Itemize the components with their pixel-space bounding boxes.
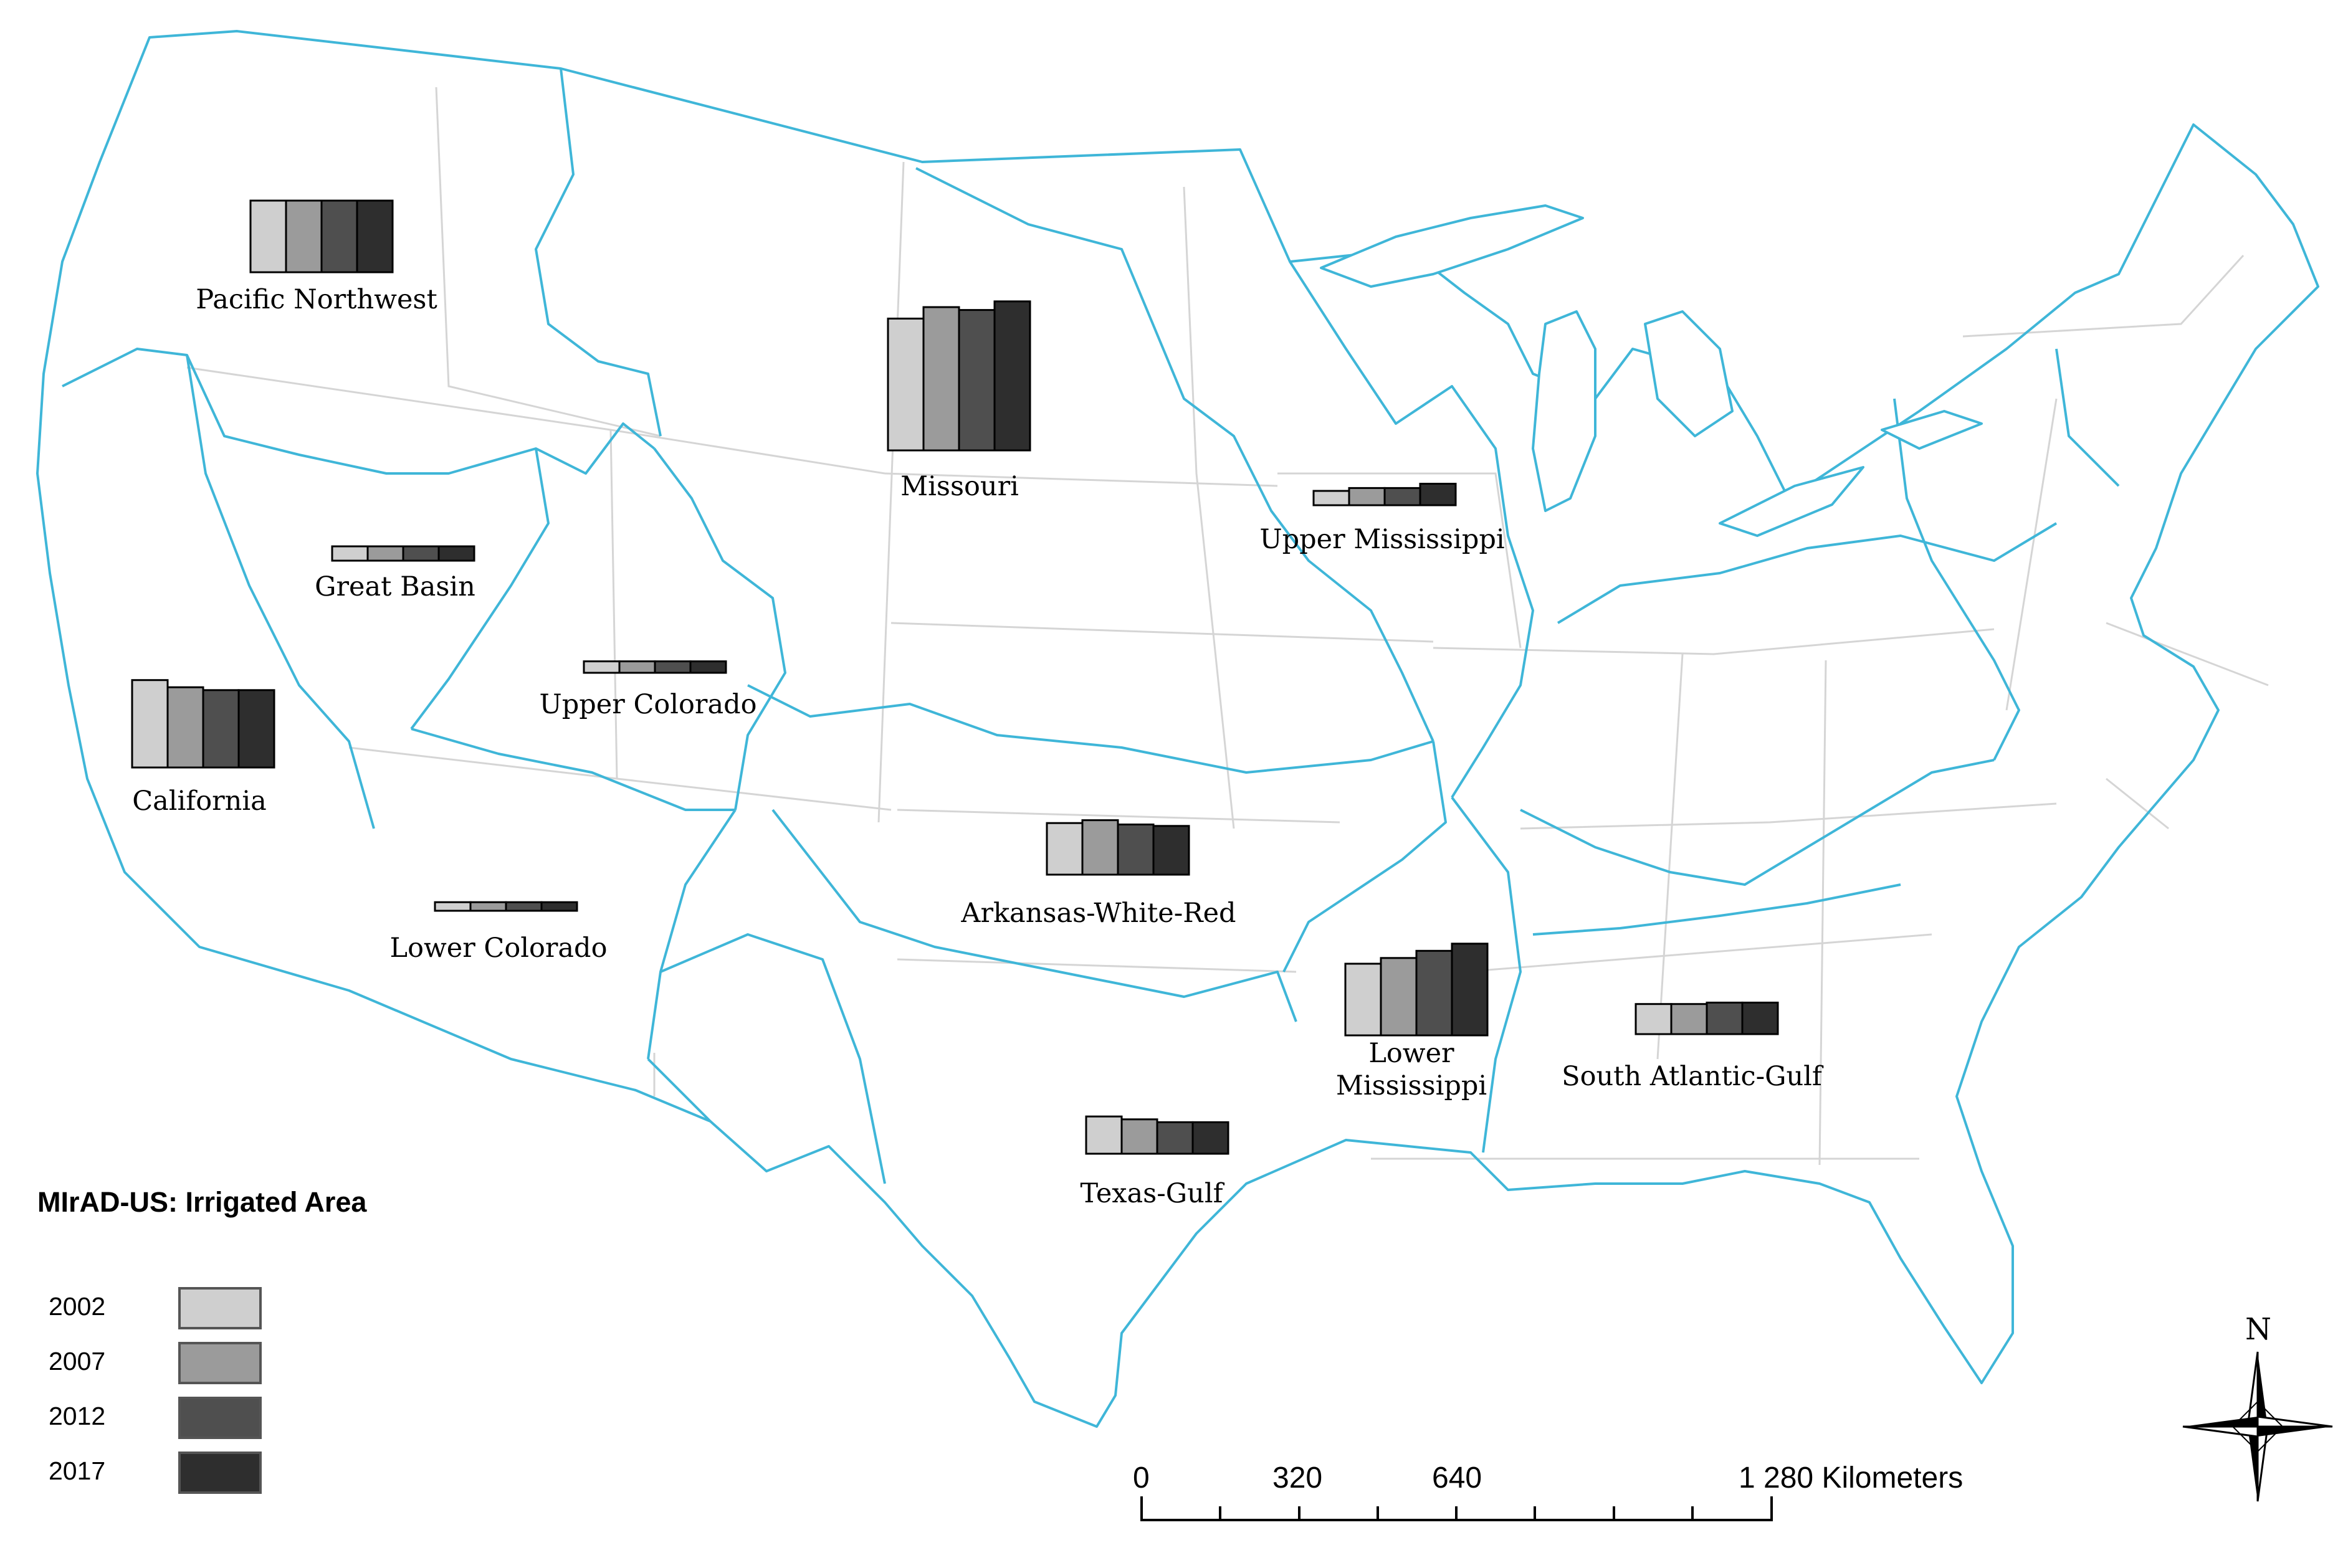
region-label: Great Basin bbox=[315, 571, 475, 602]
region-label: Texas-Gulf bbox=[1081, 1178, 1225, 1209]
region-label: Missouri bbox=[900, 471, 1019, 502]
region-chart-arkansas-white-red: Arkansas-White-Red bbox=[960, 819, 1236, 929]
region-label: Arkansas-White-Red bbox=[960, 898, 1236, 929]
scale-bar: 0 320 640 1 280 Kilometers bbox=[1133, 1461, 1963, 1521]
legend: MIrAD-US: Irrigated Area 2002 2007 2012 201… bbox=[37, 1186, 367, 1494]
bar-2017 bbox=[356, 199, 394, 273]
bar-2007 bbox=[285, 199, 323, 273]
region-label: South Atlantic-Gulf bbox=[1562, 1061, 1824, 1092]
bar-2002 bbox=[583, 660, 621, 674]
legend-swatch-2007 bbox=[178, 1342, 262, 1384]
region-chart-upper-colorado: Upper Colorado bbox=[540, 660, 757, 720]
bar-2012 bbox=[654, 660, 692, 674]
bar-2012 bbox=[505, 901, 543, 912]
bar-2002 bbox=[887, 317, 925, 452]
region-chart-texas-gulf: Texas-Gulf bbox=[1081, 1115, 1229, 1209]
bar-2002 bbox=[434, 901, 472, 912]
bar-2017 bbox=[1741, 1001, 1779, 1035]
bar-2002 bbox=[1344, 962, 1382, 1037]
bar-2017 bbox=[540, 901, 578, 912]
bar-2012 bbox=[202, 689, 240, 769]
bar-2012 bbox=[1383, 487, 1421, 506]
conus-outline bbox=[36, 30, 2319, 1428]
bar-2007 bbox=[366, 545, 404, 562]
region-chart-lower-colorado: Lower Colorado bbox=[390, 901, 608, 964]
legend-year-2012: 2012 bbox=[49, 1402, 105, 1430]
bar-2012 bbox=[1156, 1121, 1194, 1155]
bar-2007 bbox=[922, 306, 960, 452]
bar-2017 bbox=[1419, 483, 1457, 506]
region-chart-missouri: Missouri bbox=[887, 300, 1031, 502]
bar-2002 bbox=[331, 545, 369, 562]
scale-label-640: 640 bbox=[1432, 1461, 1482, 1494]
scale-label-1280: 1 280 Kilometers bbox=[1739, 1461, 1963, 1494]
legend-swatch-2012 bbox=[178, 1397, 262, 1439]
region-chart-california: California bbox=[131, 679, 275, 817]
bar-2012 bbox=[958, 309, 996, 452]
bar-2017 bbox=[993, 300, 1031, 452]
legend-items: 2002 2007 2012 2017 bbox=[49, 1287, 262, 1494]
region-label: Pacific Northwest bbox=[196, 284, 437, 315]
region-chart-pacific-northwest: Pacific Northwest bbox=[196, 199, 437, 315]
legend-swatch-2017 bbox=[178, 1452, 262, 1494]
bar-2007 bbox=[1380, 957, 1418, 1037]
bar-2017 bbox=[437, 545, 475, 562]
compass-rose-icon bbox=[2182, 1351, 2333, 1502]
bar-2012 bbox=[1415, 949, 1453, 1037]
lake-huron bbox=[1644, 310, 1734, 437]
bar-2017 bbox=[1152, 825, 1190, 876]
bar-2002 bbox=[131, 679, 169, 769]
region-chart-great-basin: Great Basin bbox=[315, 545, 475, 602]
region-chart-south-atlantic-gulf: South Atlantic-Gulf bbox=[1562, 1001, 1824, 1092]
region-label: California bbox=[132, 786, 266, 817]
bar-2012 bbox=[320, 199, 358, 273]
north-arrow: N bbox=[2182, 1312, 2333, 1502]
legend-year-2002: 2002 bbox=[49, 1292, 105, 1321]
legend-year-2017: 2017 bbox=[49, 1456, 105, 1485]
lake-ontario bbox=[1881, 410, 1983, 450]
bar-2002 bbox=[1635, 1003, 1673, 1035]
bar-2007 bbox=[1120, 1118, 1158, 1155]
bar-2002 bbox=[249, 199, 287, 273]
legend-year-2007: 2007 bbox=[49, 1347, 105, 1376]
bar-2002 bbox=[1312, 490, 1350, 506]
bar-2017 bbox=[1191, 1121, 1229, 1155]
bar-2002 bbox=[1046, 822, 1084, 876]
state-boundaries bbox=[186, 87, 2269, 1166]
lake-superior bbox=[1320, 204, 1584, 288]
lake-michigan bbox=[1532, 310, 1596, 512]
region-label: Lower Colorado bbox=[390, 933, 608, 964]
bar-2007 bbox=[166, 686, 204, 769]
bar-2012 bbox=[1706, 1001, 1744, 1035]
bar-2007 bbox=[1081, 819, 1119, 876]
bar-2007 bbox=[1670, 1003, 1708, 1035]
region-bar-charts: Pacific Northwest Missouri Great Basin Uppe… bbox=[131, 199, 1824, 1209]
lake-erie bbox=[1719, 466, 1864, 537]
bar-2007 bbox=[469, 901, 507, 912]
region-label: Lower Mississippi bbox=[1336, 1038, 1487, 1101]
north-label: N bbox=[2245, 1312, 2271, 1347]
bar-2012 bbox=[1117, 824, 1155, 876]
legend-swatch-2002 bbox=[178, 1287, 262, 1329]
bar-2007 bbox=[1348, 487, 1386, 506]
region-label: Upper Mississippi bbox=[1259, 524, 1504, 555]
bar-2017 bbox=[237, 689, 275, 769]
great-lakes bbox=[1320, 204, 1983, 537]
region-chart-lower-mississippi: Lower Mississippi bbox=[1336, 943, 1489, 1101]
scale-label-320: 320 bbox=[1272, 1461, 1322, 1494]
bar-2002 bbox=[1085, 1115, 1123, 1155]
legend-title: MIrAD-US: Irrigated Area bbox=[37, 1186, 367, 1218]
scale-bar-ticks bbox=[1140, 1496, 1773, 1521]
bar-2017 bbox=[689, 660, 727, 674]
bar-2007 bbox=[618, 660, 656, 674]
bar-2017 bbox=[1451, 943, 1489, 1037]
region-chart-upper-mississippi: Upper Mississippi bbox=[1259, 483, 1505, 555]
region-label: Upper Colorado bbox=[540, 689, 757, 720]
region-boundaries bbox=[62, 68, 2120, 1184]
scale-label-0: 0 bbox=[1133, 1461, 1150, 1494]
bar-2012 bbox=[402, 545, 440, 562]
